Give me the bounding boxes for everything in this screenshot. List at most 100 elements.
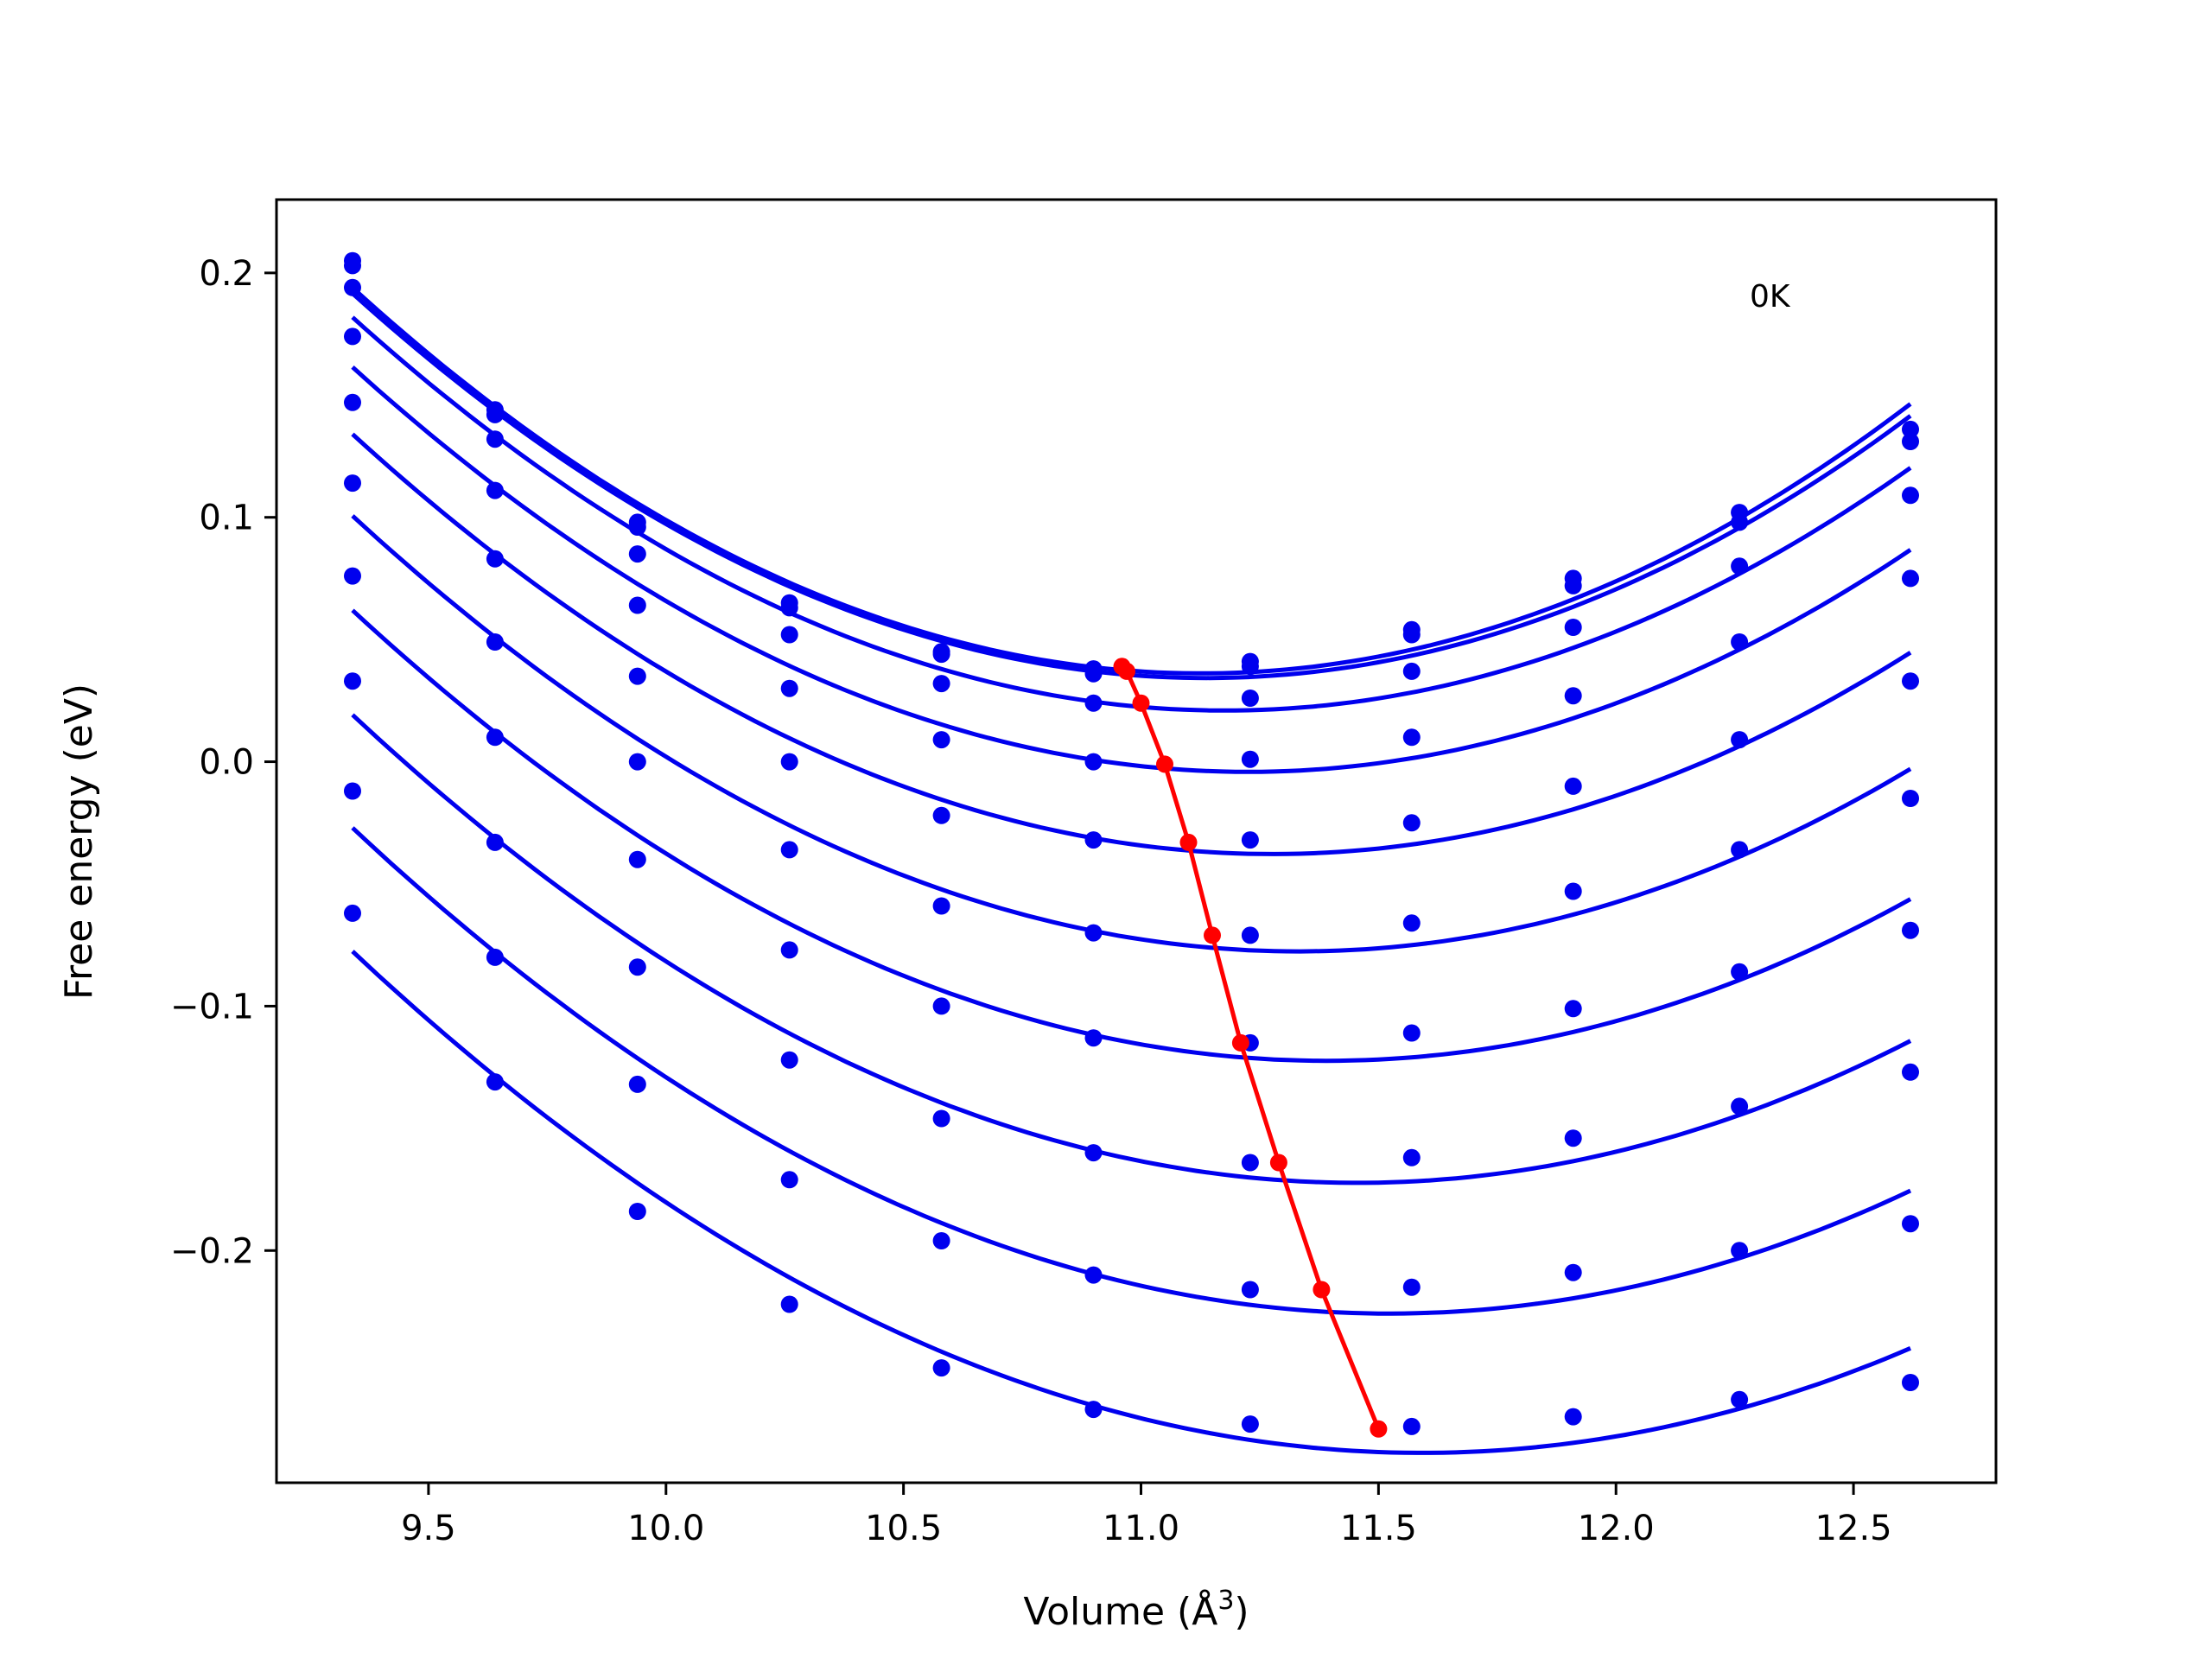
series-4-point-9 bbox=[1564, 687, 1582, 705]
series-9-point-10 bbox=[1731, 1242, 1749, 1260]
minimum-point-9 bbox=[1313, 1281, 1331, 1299]
series-9-point-1 bbox=[344, 782, 361, 800]
series-5-point-4 bbox=[780, 753, 798, 771]
series-8-point-7 bbox=[1241, 1154, 1259, 1172]
x-tick-label-2: 10.0 bbox=[627, 1509, 704, 1548]
series-7 bbox=[344, 567, 1919, 1064]
series-4-point-1 bbox=[344, 327, 361, 346]
series-3-point-11 bbox=[1902, 486, 1919, 505]
series-6-point-10 bbox=[1731, 841, 1749, 859]
series-5-point-10 bbox=[1731, 731, 1749, 749]
series-9-point-8 bbox=[1402, 1278, 1421, 1296]
series-7-point-10 bbox=[1731, 963, 1749, 981]
series-5-point-7 bbox=[1241, 831, 1259, 849]
x-tick-label-6: 12.0 bbox=[1578, 1509, 1655, 1548]
series-7-point-6 bbox=[1084, 1029, 1103, 1047]
minima-layer bbox=[1113, 658, 1388, 1438]
series-4-point-7 bbox=[1241, 750, 1259, 768]
series-5-point-5 bbox=[932, 806, 950, 824]
series-5-point-8 bbox=[1402, 814, 1421, 832]
minimum-point-8 bbox=[1269, 1154, 1287, 1172]
minimum-point-2 bbox=[1118, 662, 1135, 680]
x-tick-label-5: 11.5 bbox=[1340, 1509, 1417, 1548]
series-10-point-2 bbox=[486, 1073, 504, 1091]
series-3-line bbox=[351, 315, 1912, 713]
series-3-point-5 bbox=[932, 675, 950, 693]
minimum-point-4 bbox=[1156, 755, 1173, 773]
series-5 bbox=[344, 393, 1919, 856]
series-4-point-8 bbox=[1402, 728, 1421, 747]
series-9-line bbox=[351, 826, 1912, 1316]
x-axis-label-superscript: 3 bbox=[1217, 1586, 1234, 1616]
series-2-point-9 bbox=[1564, 576, 1582, 594]
annotation-0k: 0K bbox=[1750, 279, 1791, 315]
series-3-point-1 bbox=[344, 278, 361, 296]
series-6-point-7 bbox=[1241, 926, 1259, 944]
y-tick-label-4: 0.1 bbox=[199, 499, 254, 538]
series-4-point-6 bbox=[1084, 753, 1103, 771]
x-tick-label-4: 11.0 bbox=[1103, 1509, 1179, 1548]
series-6-point-1 bbox=[344, 474, 361, 493]
series-4-point-2 bbox=[486, 481, 504, 499]
series-8-point-6 bbox=[1084, 1144, 1103, 1162]
x-axis-label: Volume (Å3) bbox=[1023, 1586, 1249, 1634]
series-8-point-11 bbox=[1902, 1063, 1919, 1081]
series-9-point-11 bbox=[1902, 1215, 1919, 1233]
series-6-point-9 bbox=[1564, 882, 1582, 900]
series-9-point-5 bbox=[932, 1232, 950, 1249]
series-8-point-1 bbox=[344, 672, 361, 690]
series-3-point-2 bbox=[486, 430, 504, 448]
series-10-point-5 bbox=[932, 1359, 950, 1377]
series-7-point-9 bbox=[1564, 1000, 1582, 1018]
series-6-point-2 bbox=[486, 633, 504, 651]
series-1-point-11 bbox=[1902, 420, 1919, 438]
series-4-point-5 bbox=[932, 731, 950, 749]
y-tick-label-2: −0.1 bbox=[170, 987, 254, 1027]
series-3 bbox=[344, 278, 1919, 713]
series-5-point-2 bbox=[486, 550, 504, 568]
minimum-point-5 bbox=[1179, 833, 1198, 851]
series-8-point-5 bbox=[932, 1109, 950, 1128]
series-7-point-3 bbox=[628, 850, 646, 868]
series-6-point-4 bbox=[780, 841, 798, 859]
series-9-point-6 bbox=[1084, 1266, 1103, 1284]
series-5-point-3 bbox=[628, 667, 646, 685]
series-6-point-5 bbox=[932, 897, 950, 915]
series-7-line bbox=[351, 608, 1912, 1064]
series-2-point-2 bbox=[486, 405, 504, 423]
x-axis-label-close: ) bbox=[1234, 1590, 1249, 1634]
series-9-point-7 bbox=[1241, 1281, 1259, 1299]
y-axis: −0.2 −0.1 0.0 0.1 0.2 bbox=[170, 254, 276, 1271]
series-8-point-3 bbox=[628, 958, 646, 976]
series-2-point-6 bbox=[1084, 664, 1103, 683]
series-2-point-7 bbox=[1241, 658, 1259, 676]
series-5-line bbox=[351, 432, 1912, 856]
series-7-point-2 bbox=[486, 728, 504, 747]
series-6-point-8 bbox=[1402, 914, 1421, 932]
series-5-point-1 bbox=[344, 393, 361, 411]
series-4-point-11 bbox=[1902, 569, 1919, 588]
y-axis-label: Free energy (eV) bbox=[57, 683, 101, 1000]
series-10-point-8 bbox=[1402, 1417, 1421, 1435]
series-7-point-5 bbox=[932, 997, 950, 1015]
series-3-point-6 bbox=[1084, 694, 1103, 712]
series-7-point-1 bbox=[344, 567, 361, 585]
series-3-point-8 bbox=[1402, 662, 1421, 680]
series-10-point-7 bbox=[1241, 1415, 1259, 1433]
x-tick-label-1: 9.5 bbox=[401, 1509, 456, 1548]
series-10-point-10 bbox=[1731, 1390, 1749, 1408]
series-5-point-9 bbox=[1564, 777, 1582, 795]
x-tick-label-3: 10.5 bbox=[865, 1509, 942, 1548]
series-3-point-7 bbox=[1241, 690, 1259, 707]
series-9-point-9 bbox=[1564, 1263, 1582, 1281]
series-8-point-8 bbox=[1402, 1148, 1421, 1166]
series-9 bbox=[344, 782, 1919, 1316]
series-7-point-8 bbox=[1402, 1024, 1421, 1042]
y-tick-label-1: −0.2 bbox=[170, 1231, 254, 1271]
series-7-point-4 bbox=[780, 941, 798, 959]
series-10-point-3 bbox=[628, 1203, 646, 1220]
series-9-point-4 bbox=[780, 1171, 798, 1189]
series-10-point-4 bbox=[780, 1295, 798, 1313]
series-4 bbox=[344, 327, 1919, 774]
